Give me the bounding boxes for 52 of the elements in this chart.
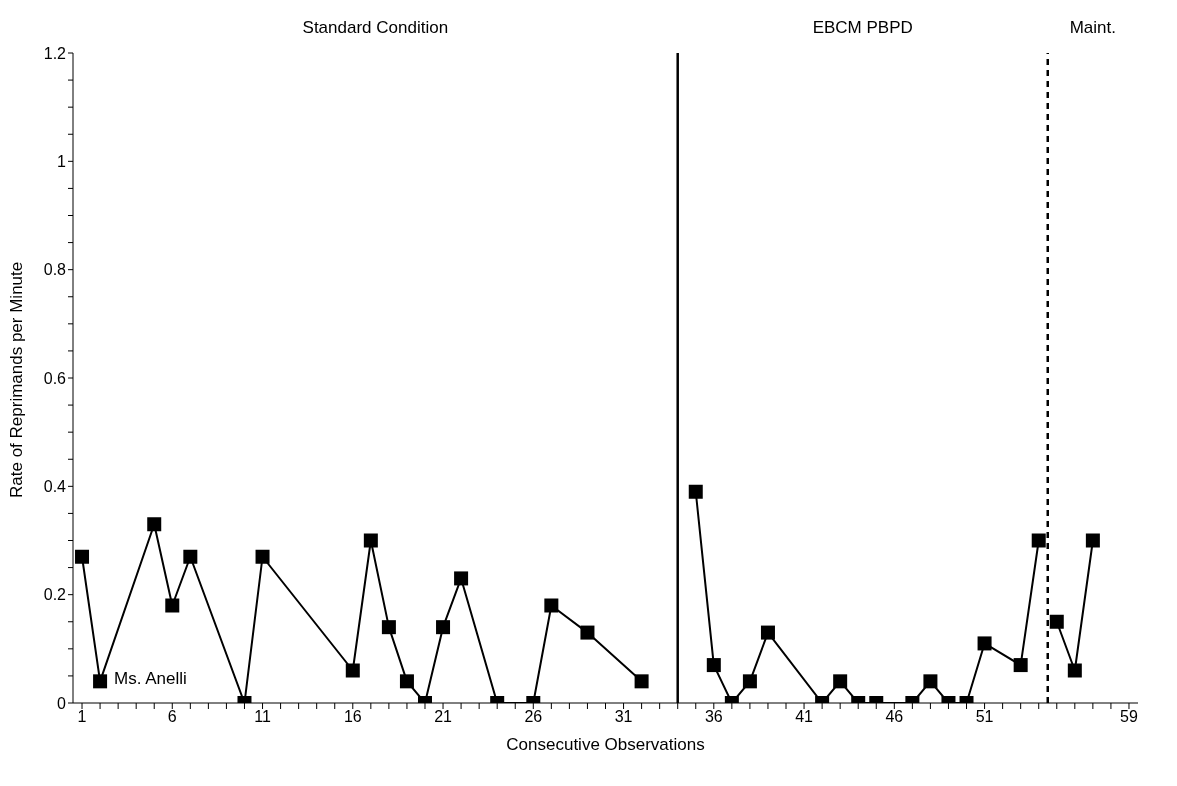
y-tick-label: 0.2 [43, 586, 67, 604]
y-tick-label: 0.8 [43, 261, 67, 279]
point [381, 620, 396, 635]
point [760, 625, 775, 640]
point [977, 636, 992, 651]
point [1031, 533, 1046, 548]
point [454, 571, 469, 586]
x-axis-title: Consecutive Observations [506, 735, 705, 754]
point [93, 674, 108, 689]
point [399, 674, 414, 689]
x-tick-label: 1 [77, 708, 87, 726]
x-tick-label: 26 [524, 708, 543, 726]
x-tick-label: 6 [167, 708, 177, 726]
point [634, 674, 649, 689]
text: Maint. [1068, 18, 1117, 38]
x-tick-label: 46 [885, 708, 904, 726]
point [345, 663, 360, 678]
y-tick-label: 0.6 [43, 369, 67, 387]
point [165, 598, 180, 613]
x-tick-label: 36 [704, 708, 723, 726]
point [436, 620, 451, 635]
x-tick-label: 16 [343, 708, 362, 726]
x-tick-label: 41 [795, 708, 814, 726]
point [75, 549, 90, 564]
y-tick-label: 1 [57, 153, 67, 171]
annotation: Ms. Anelli [114, 669, 187, 690]
point [742, 674, 757, 689]
point [923, 674, 938, 689]
text: EBCM PBPD [811, 18, 914, 38]
y-axis-title: Rate of Reprimands per Minute [7, 261, 27, 498]
y-tick-label: 0.4 [43, 478, 67, 496]
y-tick-label: 1.2 [43, 44, 67, 62]
point [580, 625, 595, 640]
point [1067, 663, 1082, 678]
y-tick-label: 0 [57, 694, 67, 712]
x-tick-label: 31 [614, 708, 633, 726]
x-tick-label: 11 [254, 708, 271, 726]
point [1085, 533, 1100, 548]
point [706, 658, 721, 673]
x-tick-label: 21 [434, 708, 453, 726]
point [833, 674, 848, 689]
point [688, 484, 703, 499]
x-tick-label: 59 [1120, 708, 1138, 726]
point [363, 533, 378, 548]
text: Standard Condition [301, 18, 450, 38]
point [147, 517, 162, 532]
point [1013, 658, 1028, 673]
point [183, 549, 198, 564]
point [1049, 614, 1064, 629]
x-tick-label: 51 [975, 708, 994, 726]
point [255, 549, 270, 564]
point [544, 598, 559, 613]
